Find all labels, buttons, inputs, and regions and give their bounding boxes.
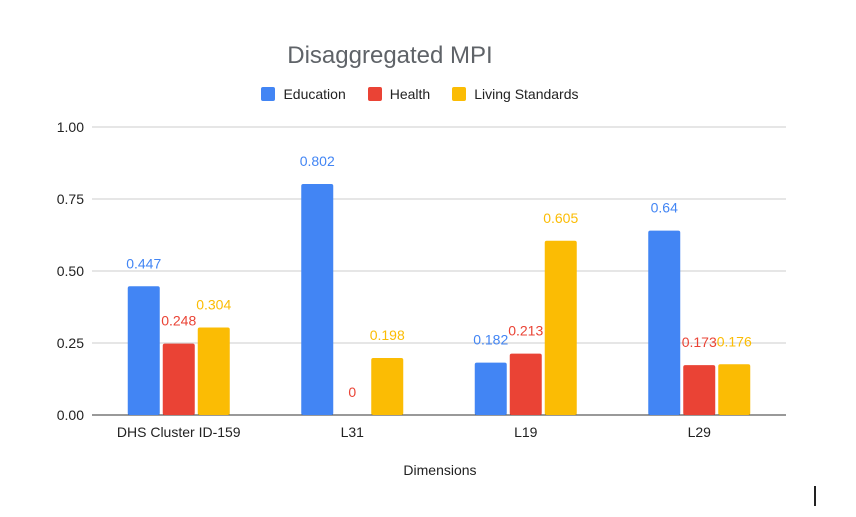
y-tick-label: 1.00 [57, 119, 84, 135]
data-label: 0.248 [161, 313, 196, 329]
x-tick-label: L31 [341, 424, 365, 440]
y-tick-label: 0.50 [57, 263, 84, 279]
bar [683, 365, 716, 415]
x-tick-label: DHS Cluster ID-159 [117, 424, 241, 440]
data-label: 0.173 [682, 334, 717, 350]
bar [718, 364, 751, 415]
legend-swatch-health [367, 87, 382, 101]
x-axis-title: Dimensions [403, 462, 477, 478]
data-label: 0.605 [543, 210, 578, 226]
bar [127, 286, 160, 415]
y-tick-label: 0.00 [57, 407, 84, 423]
data-label: 0.304 [196, 296, 231, 312]
legend-swatch-education [261, 87, 276, 101]
bar [301, 184, 334, 415]
data-label: 0.213 [508, 323, 543, 339]
bar [371, 357, 404, 415]
legend: Education Health Living Standards [0, 86, 840, 102]
y-tick-label: 0.25 [57, 335, 84, 351]
data-label: 0.198 [370, 327, 405, 343]
legend-label-education: Education [283, 86, 346, 102]
legend-swatch-living-standards [452, 87, 467, 101]
data-label: 0.176 [717, 333, 752, 349]
data-label: 0 [348, 384, 356, 400]
chart-title: Disaggregated MPI [287, 42, 493, 69]
bar [509, 353, 542, 415]
bar [197, 327, 230, 415]
legend-label-living-standards: Living Standards [474, 86, 579, 102]
x-tick-label: L29 [688, 424, 712, 440]
legend-item-education[interactable]: Education [261, 86, 346, 102]
data-label: 0.64 [651, 200, 678, 216]
bar [544, 240, 577, 415]
legend-label-health: Health [389, 86, 431, 102]
legend-item-health[interactable]: Health [367, 86, 431, 102]
bar [474, 362, 507, 415]
data-label: 0.447 [126, 255, 161, 271]
y-tick-label: 0.75 [57, 191, 84, 207]
data-label: 0.802 [300, 153, 335, 169]
text-cursor [814, 486, 816, 506]
x-tick-label: L19 [514, 424, 538, 440]
data-label: 0.182 [473, 332, 508, 348]
bar [162, 343, 195, 415]
bar [648, 230, 681, 415]
legend-item-living-standards[interactable]: Living Standards [452, 86, 579, 102]
